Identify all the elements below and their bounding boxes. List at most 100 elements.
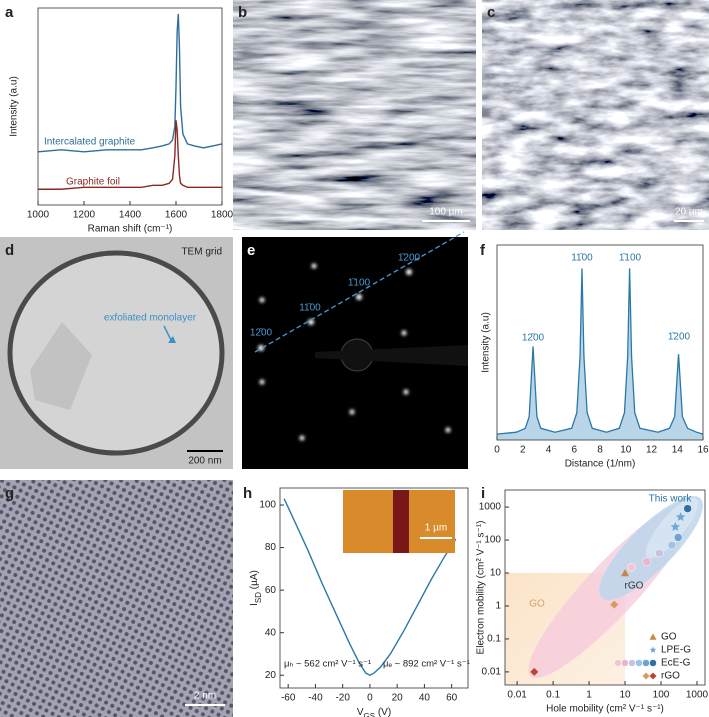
spot-label: 1̄200 [398, 253, 421, 264]
plot-frame [496, 244, 704, 441]
area [497, 268, 703, 440]
inset: 1 µm [343, 490, 455, 553]
beam-stop [315, 345, 468, 366]
x-tick-label: -40 [308, 693, 323, 704]
y-tick-label: 1000 [479, 502, 502, 513]
axis-label: Intensity (a.u) [481, 312, 492, 373]
panel-label: c [487, 4, 495, 21]
x-tick-label: 12 [646, 445, 658, 456]
axis-label: ISD (µA) [249, 570, 263, 606]
x-tick-label: 20 [392, 693, 404, 704]
legend-marker [642, 672, 650, 680]
annotation: 12̄00 [522, 333, 545, 344]
axis-label: Hole mobility (cm² V⁻¹ s⁻¹) [546, 704, 664, 715]
legend-marker [628, 659, 636, 667]
point [675, 512, 686, 522]
y-tick-label: 1 [495, 601, 501, 612]
point [655, 548, 664, 558]
x-tick-label: -20 [335, 693, 350, 704]
arrowhead [168, 336, 176, 343]
scale-label: 2 nm [194, 691, 216, 702]
y-tick-label: 100 [484, 535, 501, 546]
x-tick-label: 100 [653, 690, 670, 701]
series-label: Intercalated graphite [44, 137, 136, 148]
panel-label: f [480, 242, 486, 259]
plot-frame [279, 487, 469, 689]
series-label: Graphite foil [66, 177, 120, 188]
scale-label: 200 nm [188, 456, 221, 467]
legend-marker [635, 659, 643, 667]
axis-label: VGS (V) [357, 707, 391, 717]
x-tick-label: 1400 [119, 210, 142, 221]
point [621, 569, 630, 577]
legend-marker [614, 659, 622, 667]
axis-label-part: SD [254, 592, 263, 603]
line [37, 13, 223, 153]
y-tick-label: 60 [265, 585, 277, 596]
x-tick-label: 1200 [73, 210, 96, 221]
point [667, 540, 677, 550]
electrode [393, 490, 409, 553]
panel-label: e [247, 242, 255, 259]
scale-label: 100 µm [429, 207, 463, 218]
point [670, 521, 681, 531]
x-tick-label: 1000 [686, 690, 709, 701]
image-label: TEM grid [181, 247, 222, 258]
line [496, 268, 704, 435]
x-tick-label: 0.01 [507, 690, 527, 701]
panel-label: d [5, 242, 14, 259]
line [283, 498, 457, 677]
x-tick-label: 6 [571, 445, 577, 456]
x-tick-label: 10 [620, 445, 632, 456]
x-tick-label: 16 [697, 445, 709, 456]
dashed-line [254, 231, 465, 353]
y-tick-label: 100 [259, 500, 276, 511]
plot-frame [504, 489, 706, 686]
panel-label: a [5, 4, 14, 21]
charts: 1000 1200 1400 1600 1 8 0 0 Raman shift (cm⁻¹) In… [9, 7, 709, 717]
region [645, 497, 699, 559]
spot-label: 11̄00 [299, 303, 321, 314]
axis-label: Raman shift (cm⁻¹) [88, 224, 173, 235]
x-tick-label: 8 [597, 445, 603, 456]
x-tick-label: 2 [520, 445, 526, 456]
legend-marker [621, 659, 629, 667]
panel-label: b [238, 4, 247, 21]
point [530, 667, 539, 676]
point [683, 504, 692, 513]
point [642, 557, 651, 566]
sem-image [482, 0, 709, 230]
annotation: 1̄100 [619, 253, 642, 264]
x-tick-label: 0.1 [546, 690, 560, 701]
axis-label-part: (V) [375, 707, 391, 717]
scale-label: 1 µm [425, 523, 447, 534]
legend-label: LPE-G [661, 645, 691, 656]
spot-label: 1̄100 [348, 278, 371, 289]
x-tick-label: 0 [494, 445, 500, 456]
axis-label: Distance (1/nm) [565, 459, 636, 470]
x-tick-label: 1000 [27, 210, 50, 221]
x-tick-label: -60 [281, 693, 296, 704]
annotation: GO [529, 599, 545, 610]
axis-label: Electron mobility (cm² V⁻¹ s⁻¹) [476, 521, 487, 655]
legend-marker [649, 633, 657, 640]
y-tick-label: 0.1 [487, 634, 501, 645]
annotation: 11̄00 [571, 253, 593, 264]
x-tick-label: 4 [546, 445, 552, 456]
legend-marker [649, 646, 657, 653]
flake [30, 322, 92, 410]
axis-label-part: GS [364, 712, 376, 717]
diffraction-spots [258, 263, 451, 441]
line [38, 120, 222, 190]
x-tick-label: 0 [367, 693, 373, 704]
point [673, 533, 683, 542]
plot-frame [37, 7, 223, 206]
legend-marker [649, 659, 657, 667]
hrtem-image [0, 480, 233, 717]
scale-label: 20 µm [675, 207, 703, 218]
y-tick-label: 40 [265, 627, 277, 638]
x-tick-label: 1600 [165, 210, 188, 221]
annotation: rGO [625, 581, 644, 592]
panel-label: i [481, 485, 485, 502]
